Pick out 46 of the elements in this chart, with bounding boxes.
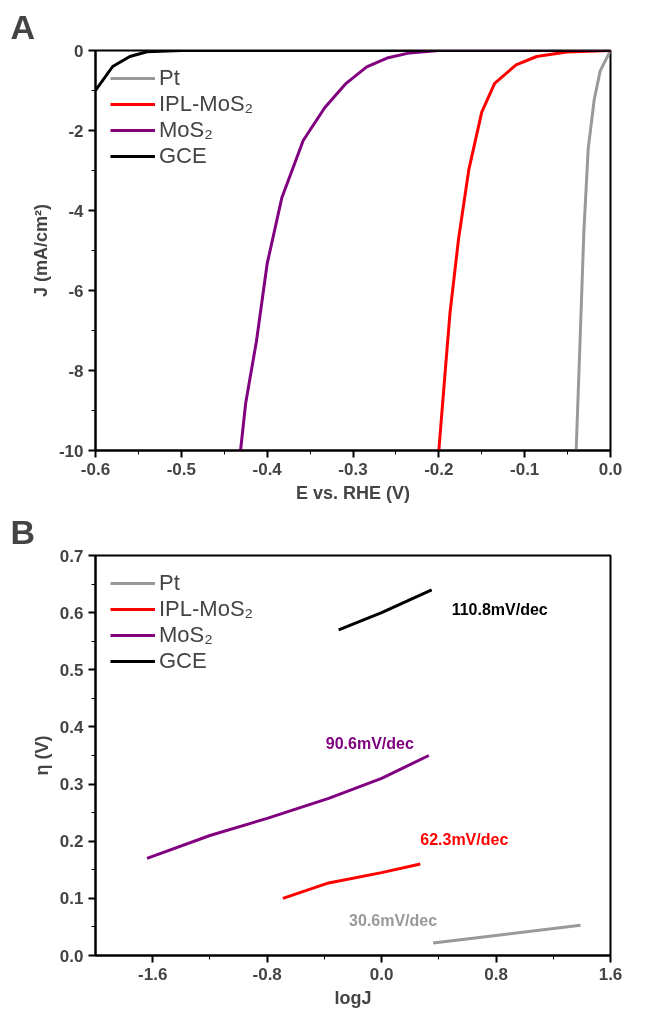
x-tick-label: -0.8 — [252, 964, 282, 984]
x-tick-label: -1.6 — [138, 964, 168, 984]
y-axis-title: J (mA/cm²) — [30, 203, 51, 298]
x-tick-label: -0.4 — [252, 459, 283, 479]
legend-label: Pt — [159, 65, 180, 91]
y-tick-label: 0.0 — [59, 946, 84, 966]
y-tick-label: 0 — [74, 41, 84, 61]
x-tick-label: 1.6 — [598, 964, 623, 984]
y-tick-label: -8 — [68, 361, 84, 381]
y-tick-label: 0.4 — [59, 717, 85, 737]
x-tick-label: -0.3 — [338, 459, 368, 479]
y-tick-label: 0.7 — [59, 546, 84, 566]
y-tick-label: 0.6 — [59, 603, 84, 623]
x-tick-label: 0.0 — [369, 964, 394, 984]
annotation: 30.6mV/dec — [349, 912, 438, 930]
y-tick-label: -4 — [68, 201, 85, 221]
x-axis-title: E vs. RHE (V) — [295, 482, 411, 503]
y-tick-label: -6 — [68, 281, 84, 301]
legend-label: Pt — [159, 570, 180, 596]
x-tick-label: -0.2 — [424, 459, 454, 479]
annotation: 110.8mV/dec — [451, 601, 548, 619]
x-tick-label: -0.5 — [166, 459, 196, 479]
line-series — [574, 50, 611, 451]
x-tick-label: -0.6 — [80, 459, 111, 479]
x-tick-label: 0.0 — [598, 459, 623, 479]
line-series — [281, 862, 422, 900]
x-axis-title: logJ — [334, 987, 372, 1008]
legend-label: MoS₂ — [159, 117, 213, 143]
legend-label: IPL-MoS₂ — [159, 91, 254, 117]
y-tick-label: 0.3 — [59, 775, 84, 795]
legend-label: MoS₂ — [159, 622, 213, 648]
y-tick-label: 0.5 — [59, 660, 84, 680]
legend-label: IPL-MoS₂ — [159, 596, 254, 622]
annotation: 62.3mV/dec — [420, 830, 509, 848]
chart-title: A — [10, 7, 36, 46]
legend-label: GCE — [159, 143, 207, 169]
y-tick-label: 0.2 — [59, 832, 84, 852]
annotation: 90.6mV/dec — [325, 735, 414, 752]
y-tick-label: -2 — [68, 121, 84, 141]
y-tick-label: -10 — [58, 441, 84, 461]
legend-label: GCE — [159, 648, 207, 674]
y-axis-title: η (V) — [31, 735, 52, 776]
chart-title: B — [10, 512, 36, 551]
x-tick-label: -0.1 — [510, 459, 540, 479]
x-tick-label: 0.8 — [484, 964, 508, 984]
y-tick-label: 0.1 — [59, 889, 84, 909]
